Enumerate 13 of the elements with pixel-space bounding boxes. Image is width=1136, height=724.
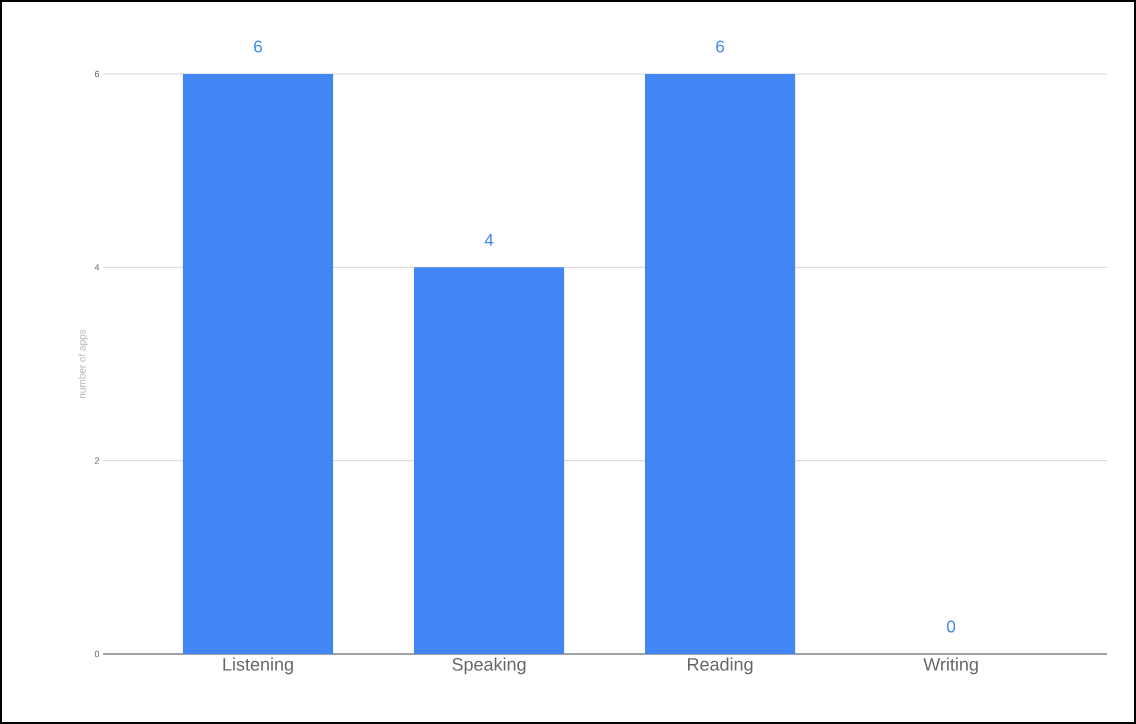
- y-tick-label: 2: [94, 457, 100, 464]
- data-label: 6: [716, 40, 725, 53]
- x-tick-label: Speaking: [452, 657, 526, 675]
- y-tick-label: 0: [94, 650, 100, 658]
- x-tick-label: Writing: [923, 657, 978, 675]
- y-axis-title: number of apps: [78, 329, 88, 399]
- data-label: 0: [947, 620, 956, 633]
- y-tick-label: 4: [94, 264, 100, 271]
- x-tick-label: Reading: [688, 657, 753, 675]
- y-tick-label: 6: [94, 70, 100, 78]
- data-label: 4: [484, 234, 494, 246]
- data-label: 6: [254, 40, 262, 53]
- x-tick-label: Listening: [223, 657, 293, 675]
